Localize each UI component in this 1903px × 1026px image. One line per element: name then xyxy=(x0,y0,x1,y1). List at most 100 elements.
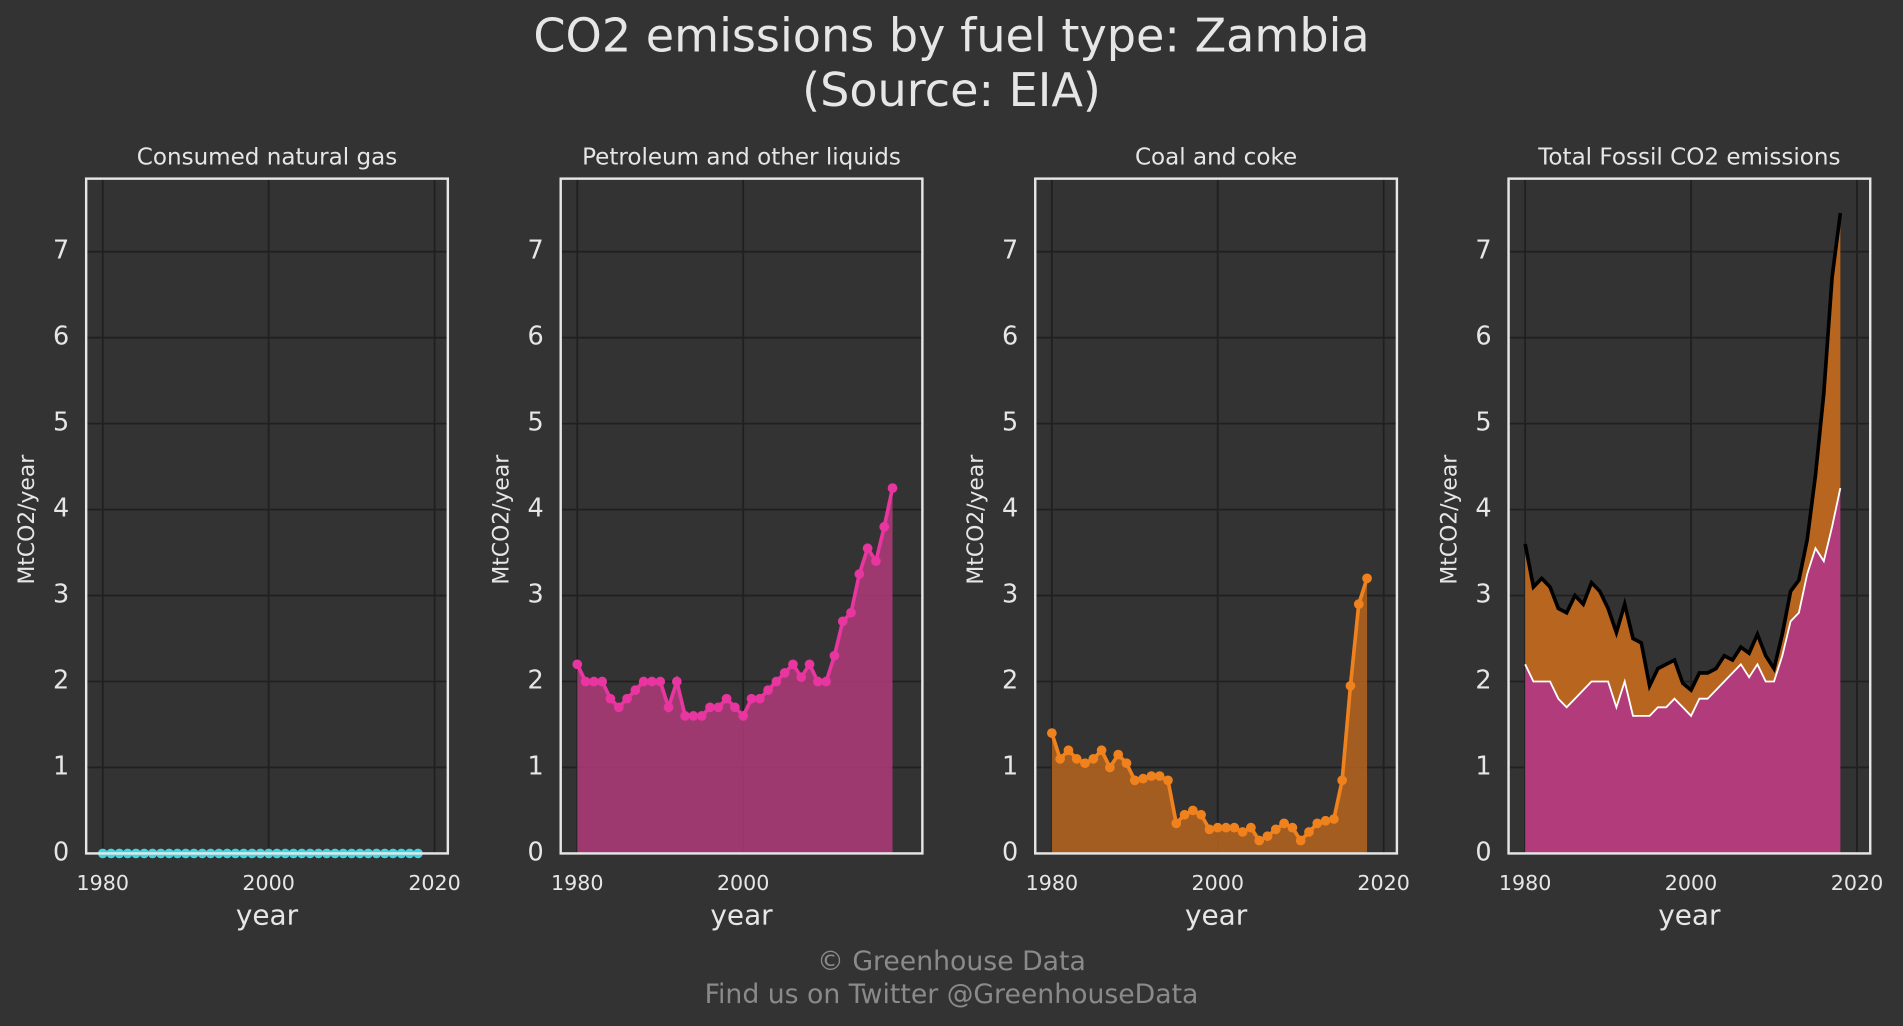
panel-title: Total Fossil CO2 emissions xyxy=(1537,145,1840,171)
y-tick-label: 3 xyxy=(53,580,69,610)
data-point xyxy=(871,556,881,567)
data-point xyxy=(1154,771,1165,781)
data-point xyxy=(771,676,782,687)
data-point xyxy=(655,676,666,687)
y-tick-label: 1 xyxy=(1475,751,1491,781)
area-fill xyxy=(1525,213,1841,716)
stack-line xyxy=(1523,212,1843,693)
x-tick-label: 2020 xyxy=(1357,871,1410,895)
panel-frame xyxy=(1034,177,1399,855)
y-tick-label: 6 xyxy=(1475,322,1491,352)
data-point xyxy=(663,702,674,713)
y-tick-label: 4 xyxy=(1475,494,1491,524)
data-point xyxy=(1163,775,1173,786)
stack-line xyxy=(1524,487,1842,718)
data-point xyxy=(1088,754,1099,764)
data-point xyxy=(696,711,707,721)
y-axis-label: MtCO2/year xyxy=(489,455,514,585)
y-tick-label: 5 xyxy=(53,408,69,438)
data-point xyxy=(1063,745,1074,756)
data-point xyxy=(779,668,790,678)
y-axis-label: MtCO2/year xyxy=(15,455,40,585)
data-point xyxy=(796,672,807,683)
data-point xyxy=(1254,835,1265,846)
data-point xyxy=(1204,824,1215,835)
panel-frame xyxy=(1507,177,1872,855)
footer-credit: © Greenhouse Data xyxy=(817,946,1086,977)
data-point xyxy=(763,685,773,695)
y-tick-label: 4 xyxy=(527,494,543,524)
data-point xyxy=(1229,822,1240,833)
y-tick-label: 7 xyxy=(1002,236,1018,266)
x-tick-label: 2000 xyxy=(1191,871,1244,895)
y-tick-label: 3 xyxy=(1475,580,1491,610)
y-tick-label: 6 xyxy=(1002,322,1018,352)
data-point xyxy=(730,702,740,713)
figure-subtitle: (Source: EIA) xyxy=(802,63,1101,117)
panel: 0 1 2 3 4 5 6 7 1980 2000 2020 Consumed natural gas… xyxy=(15,145,461,932)
data-point xyxy=(1237,827,1248,837)
data-point xyxy=(1362,573,1372,584)
data-point xyxy=(788,659,798,670)
data-point xyxy=(1345,680,1356,691)
data-point xyxy=(630,685,641,695)
data-point xyxy=(1071,754,1082,764)
y-tick-label: 1 xyxy=(53,751,69,781)
y-tick-label: 2 xyxy=(1002,666,1018,696)
y-tick-label: 5 xyxy=(1475,408,1491,438)
data-point xyxy=(829,650,840,661)
y-tick-label: 0 xyxy=(1002,837,1018,867)
x-axis-label: year xyxy=(1185,899,1248,932)
data-point xyxy=(1138,773,1148,784)
x-tick-label: 2020 xyxy=(408,871,461,895)
data-point xyxy=(879,521,890,532)
panel-title: Consumed natural gas xyxy=(137,145,397,171)
y-tick-label: 1 xyxy=(527,751,543,781)
data-point xyxy=(862,543,873,554)
panel: 0 1 2 3 4 5 6 7 1980 2000 2020 Coal and coke year MtC… xyxy=(964,145,1410,932)
data-point xyxy=(1046,728,1057,738)
data-point xyxy=(837,616,848,627)
panel: 0 1 2 3 4 5 6 7 1980 2000 2020 Total Fossil CO2 emi… xyxy=(1437,145,1883,932)
panel-frame xyxy=(84,177,450,855)
panel-title: Coal and coke xyxy=(1135,145,1297,171)
data-point xyxy=(812,676,823,687)
data-point xyxy=(1246,822,1256,833)
data-point xyxy=(1279,818,1289,829)
y-tick-label: 4 xyxy=(1002,494,1018,524)
data-point xyxy=(821,676,832,687)
y-tick-label: 5 xyxy=(1002,408,1018,438)
y-tick-label: 2 xyxy=(1475,666,1491,696)
data-point xyxy=(580,676,591,687)
data-point xyxy=(589,676,599,687)
panel-frame xyxy=(559,177,924,855)
x-tick-label: 2000 xyxy=(1665,871,1718,895)
data-point xyxy=(1353,599,1364,609)
data-point xyxy=(638,676,649,687)
data-point xyxy=(713,702,724,713)
y-tick-label: 6 xyxy=(527,322,543,352)
y-tick-label: 7 xyxy=(527,236,543,266)
area-fill xyxy=(577,488,893,854)
data-point xyxy=(1320,815,1331,826)
data-point xyxy=(705,702,715,713)
panel: 0 1 2 3 4 5 6 7 1980 2000 Petroleum and other liqu… xyxy=(489,145,924,932)
data-point xyxy=(622,693,632,704)
y-tick-label: 7 xyxy=(1475,236,1491,266)
area-fill xyxy=(1525,488,1841,854)
data-point xyxy=(754,693,765,704)
y-tick-label: 3 xyxy=(1002,580,1018,610)
y-tick-label: 5 xyxy=(527,408,543,438)
data-point xyxy=(1312,818,1323,829)
data-point xyxy=(1196,809,1206,820)
y-axis-label: MtCO2/year xyxy=(1437,455,1462,585)
y-tick-label: 7 xyxy=(53,236,69,266)
data-point xyxy=(1221,822,1231,833)
data-point xyxy=(746,693,757,704)
y-tick-label: 3 xyxy=(527,580,543,610)
y-tick-label: 1 xyxy=(1002,751,1018,781)
data-point xyxy=(1329,814,1339,824)
data-point xyxy=(1270,824,1281,835)
